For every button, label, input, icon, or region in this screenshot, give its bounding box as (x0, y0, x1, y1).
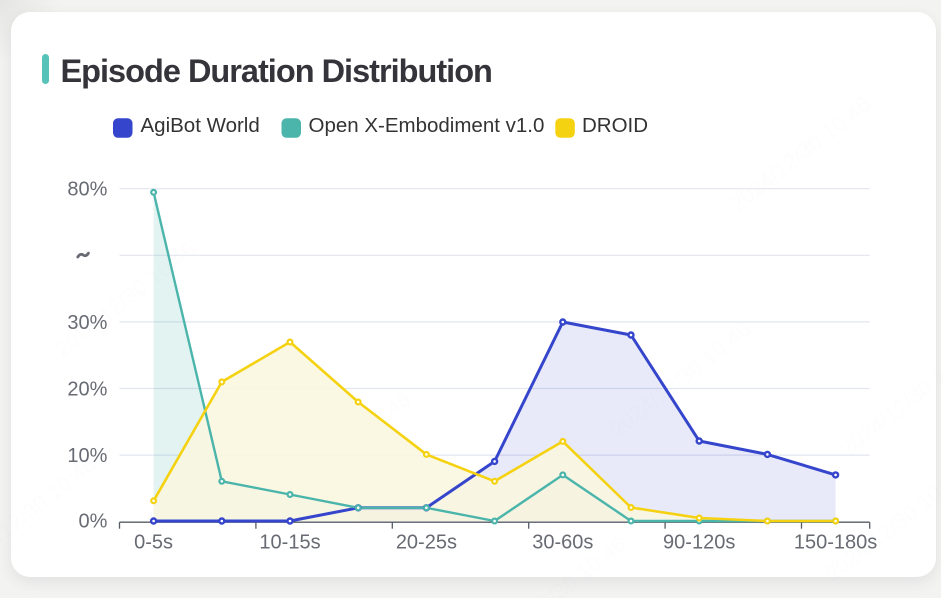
svg-text:10%: 10% (67, 445, 107, 467)
svg-text:80%: 80% (67, 179, 107, 201)
svg-text:DROID: DROID (582, 114, 648, 137)
svg-text:20-25s: 20-25s (396, 532, 457, 554)
svg-text:Open X-Embodiment v1.0: Open X-Embodiment v1.0 (309, 114, 545, 137)
svg-text:150-180s: 150-180s (794, 532, 877, 554)
svg-text:20%: 20% (67, 379, 107, 401)
svg-text:0-5s: 0-5s (134, 532, 173, 554)
svg-text:2024/12/30 10:46: 2024/12/30 10:46 (820, 462, 941, 587)
svg-text:30-60s: 30-60s (532, 532, 593, 554)
svg-text:2024/12/30 10:46: 2024/12/30 10:46 (835, 337, 941, 462)
svg-text:10-15s: 10-15s (259, 532, 320, 554)
svg-text:Episode Duration Distribution: Episode Duration Distribution (61, 53, 492, 89)
svg-text:2024/12/30 10:46: 2024/12/30 10:46 (725, 92, 875, 217)
svg-text:90-120s: 90-120s (663, 532, 735, 554)
svg-text:0%: 0% (78, 510, 107, 532)
svg-text:30%: 30% (67, 312, 107, 334)
svg-text:AgiBot World: AgiBot World (141, 114, 260, 137)
